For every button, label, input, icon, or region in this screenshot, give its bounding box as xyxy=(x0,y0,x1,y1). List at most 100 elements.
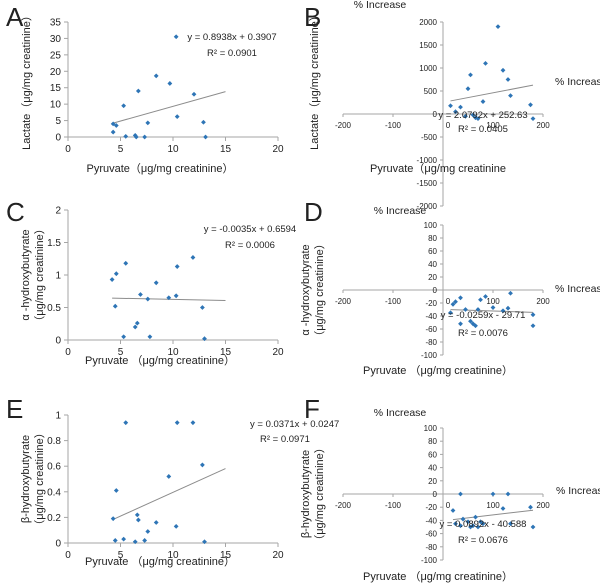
data-point xyxy=(500,67,506,73)
x-tick-label: 20 xyxy=(272,550,284,561)
y-tick-label: 0 xyxy=(433,490,438,499)
y-axis-label: β-hydroxybutyrate xyxy=(300,450,312,538)
data-point xyxy=(132,324,138,330)
trendline-equation: y = 0.0371x + 0.0247 xyxy=(250,419,339,430)
y-axis-label-unit: （μg/mg creatinine） xyxy=(33,427,46,531)
x-tick-label: 0 xyxy=(446,501,451,510)
x-tick-label: 10 xyxy=(167,144,179,155)
data-point xyxy=(138,292,143,297)
data-point xyxy=(470,321,476,327)
data-point xyxy=(473,514,478,520)
y-tick-label: 1 xyxy=(55,411,61,422)
data-point xyxy=(528,504,533,510)
data-point xyxy=(490,305,496,310)
data-point xyxy=(450,301,456,307)
data-point xyxy=(202,336,207,342)
data-point xyxy=(112,303,118,309)
data-point xyxy=(468,72,473,78)
y-tick-label: 0 xyxy=(55,133,61,144)
x-tick-label: 200 xyxy=(536,121,550,130)
data-point xyxy=(453,521,458,527)
panel-label: E xyxy=(6,394,23,424)
y-tick-label: -60 xyxy=(425,530,437,539)
trendline-equation: y = -0.0035x + 0.6594 xyxy=(204,224,296,235)
panel-label: B xyxy=(304,2,321,32)
r-squared-label: R² = 0.0076 xyxy=(458,328,508,339)
y-axis-name: % Increase xyxy=(374,407,427,419)
r-squared-label: R² = 0.0901 xyxy=(207,48,257,59)
x-axis-name: % Increase xyxy=(555,283,600,295)
data-point xyxy=(450,508,456,513)
panel-label: A xyxy=(6,2,24,32)
data-point xyxy=(458,491,463,497)
y-tick-label: 0.8 xyxy=(47,436,61,447)
data-point xyxy=(109,277,115,282)
y-tick-label: 0.2 xyxy=(47,513,61,524)
data-point xyxy=(453,299,458,305)
data-point xyxy=(173,293,179,299)
data-point xyxy=(473,115,478,121)
trendline xyxy=(113,91,226,124)
data-point xyxy=(153,520,159,525)
x-tick-label: 5 xyxy=(118,144,124,155)
y-tick-label: 30 xyxy=(50,34,62,45)
trendline xyxy=(452,509,534,521)
data-point xyxy=(142,134,148,140)
x-axis-label: Pyruvate （μg/mg creatinine） xyxy=(363,570,513,583)
data-point xyxy=(112,538,118,543)
x-axis-label: Pyruvate（μg/mg creatinine xyxy=(370,162,506,175)
y-axis-name: % Increase xyxy=(374,205,427,217)
y-tick-label: 15 xyxy=(50,83,62,94)
r-squared-label: R² = 0.0405 xyxy=(458,124,508,135)
data-point xyxy=(113,123,119,128)
x-tick-label: 100 xyxy=(486,121,500,130)
y-axis-label: α -hydroxybutyrate xyxy=(20,229,32,320)
y-tick-label: 100 xyxy=(424,221,438,230)
y-axis-label-unit: （μg/mg creatinine） xyxy=(313,238,326,342)
data-point xyxy=(495,24,501,29)
x-tick-label: 15 xyxy=(220,550,232,561)
data-point xyxy=(475,524,481,530)
y-tick-label: 20 xyxy=(50,67,62,78)
x-tick-label: -100 xyxy=(385,501,402,510)
y-tick-label: 35 xyxy=(50,18,62,29)
x-tick-label: 20 xyxy=(272,144,284,155)
y-tick-label: 0 xyxy=(433,110,438,119)
y-tick-label: 25 xyxy=(50,50,62,61)
y-tick-label: -40 xyxy=(425,516,437,525)
y-tick-label: 0 xyxy=(433,286,438,295)
x-tick-label: -100 xyxy=(385,297,402,306)
r-squared-label: R² = 0.0676 xyxy=(458,535,508,546)
data-point xyxy=(132,539,138,545)
data-point xyxy=(123,420,129,426)
data-point xyxy=(145,529,151,534)
data-point xyxy=(468,318,473,324)
y-tick-label: 2 xyxy=(55,206,61,217)
y-tick-label: 80 xyxy=(428,234,437,243)
x-tick-label: 0 xyxy=(446,297,451,306)
data-point xyxy=(500,308,506,314)
x-tick-label: 0 xyxy=(65,144,71,155)
y-tick-label: 1500 xyxy=(419,41,437,50)
y-tick-label: 0.5 xyxy=(47,303,61,314)
data-point xyxy=(147,334,153,340)
y-tick-label: -20 xyxy=(425,503,437,512)
trendline xyxy=(450,84,534,102)
data-point xyxy=(166,474,172,479)
data-point xyxy=(190,255,196,260)
data-point xyxy=(174,420,180,426)
x-tick-label: 15 xyxy=(220,347,232,358)
y-tick-label: 2000 xyxy=(419,18,437,27)
data-point xyxy=(483,294,488,299)
data-point xyxy=(505,491,511,497)
data-point xyxy=(113,271,119,277)
panel-b: B-2000-1500-1000-5000500100015002000-200… xyxy=(304,0,600,211)
x-tick-label: 10 xyxy=(167,550,179,561)
y-tick-label: -1500 xyxy=(417,179,438,188)
trendline-equation: y = -0.0259x - 29.71 xyxy=(441,310,526,321)
y-tick-label: -2000 xyxy=(417,202,438,211)
data-point xyxy=(123,260,129,266)
x-axis-label: Pyruvate（μg/mg creatinine） xyxy=(87,162,234,175)
data-point xyxy=(142,538,148,543)
